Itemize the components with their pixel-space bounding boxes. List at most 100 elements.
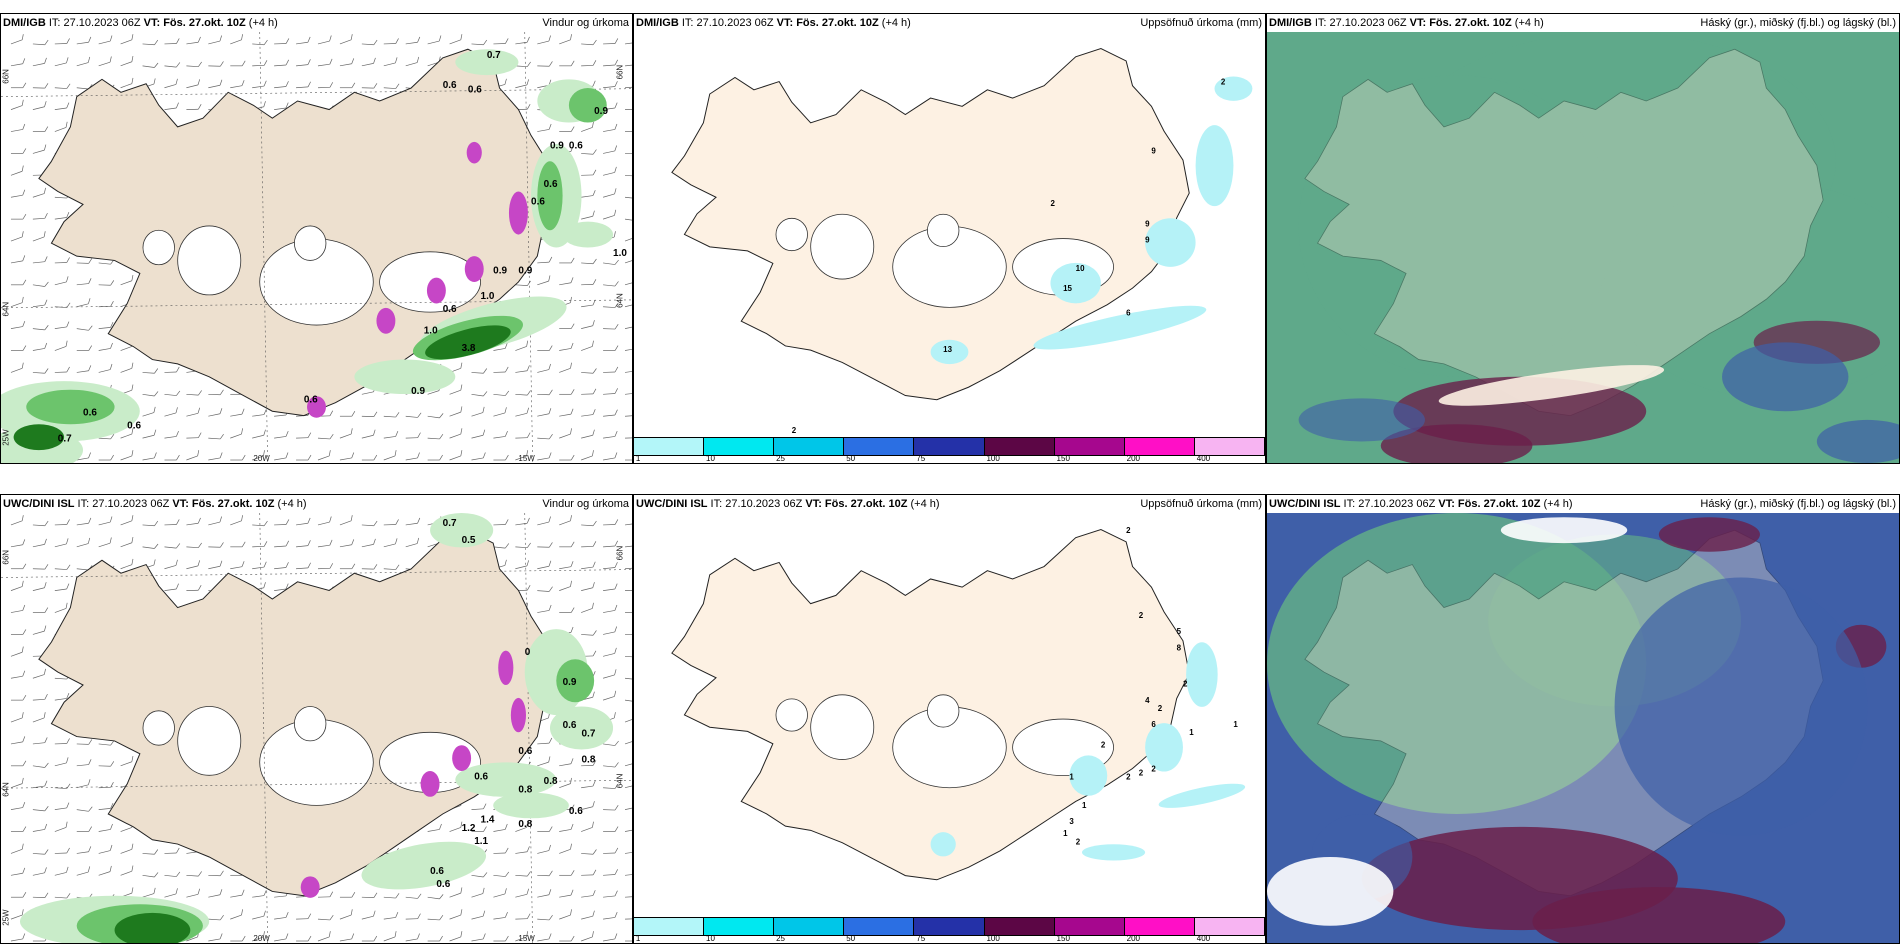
wind-barb-flag xyxy=(548,61,553,67)
wind-barb-staff xyxy=(54,107,67,110)
wind-barb-staff xyxy=(361,915,374,920)
wind-barb-staff xyxy=(493,348,506,351)
wind-barb-flag xyxy=(439,454,443,461)
wind-barb xyxy=(361,935,378,942)
wind-barb-staff xyxy=(603,436,615,439)
wind-barb-flag xyxy=(351,452,355,459)
accum-label: 2 xyxy=(1101,740,1106,749)
wind-barb-staff xyxy=(581,43,594,46)
wind-barb xyxy=(32,342,48,351)
wind-barb xyxy=(383,430,399,439)
wind-barb-flag xyxy=(307,454,312,461)
wind-barb xyxy=(581,39,597,46)
low-cloud xyxy=(1380,424,1533,463)
wind-barb-flag xyxy=(22,213,27,220)
wind-barb xyxy=(339,933,355,942)
wind-barb-staff xyxy=(361,544,374,548)
wind-barb-staff xyxy=(208,894,221,898)
accum-label: 1 xyxy=(1233,720,1238,729)
wind-barb-flag xyxy=(285,519,290,525)
mid-cloud xyxy=(1722,342,1849,412)
wind-barb-flag xyxy=(88,325,93,331)
wind-barb-flag xyxy=(110,782,114,788)
wind-barb xyxy=(317,516,332,526)
wind-barb-staff xyxy=(186,65,199,68)
wind-barb xyxy=(603,626,618,635)
precip-moderate xyxy=(556,659,595,703)
wind-barb-staff xyxy=(142,393,155,397)
wind-barb-flag xyxy=(154,391,159,397)
mid-cloud xyxy=(1614,577,1868,836)
wind-barb xyxy=(515,432,531,439)
wind-barb xyxy=(625,612,632,613)
wind-barb-staff xyxy=(186,893,199,898)
wind-barb-staff xyxy=(252,936,264,942)
wind-barb xyxy=(54,802,70,810)
wind-barb xyxy=(296,81,311,89)
wind-barb-staff xyxy=(515,565,528,570)
wind-barb-staff xyxy=(10,741,23,745)
valid-time: Fös. 27.okt. 10Z xyxy=(160,17,246,29)
wind-barb-flag xyxy=(44,564,49,570)
wind-barb-staff xyxy=(98,850,111,854)
colorbar-swatch xyxy=(1054,438,1125,455)
wind-barb-staff xyxy=(449,827,461,832)
wind-barb-flag xyxy=(66,738,70,744)
wind-barb-staff xyxy=(624,370,632,373)
wind-barb-staff xyxy=(76,457,89,461)
wind-barb-flag xyxy=(22,279,27,286)
wind-barb xyxy=(493,454,509,461)
wind-barb xyxy=(10,99,24,110)
wind-barb xyxy=(603,804,619,811)
wind-barb-staff xyxy=(537,457,550,461)
wind-barb xyxy=(120,865,134,876)
high-cloud xyxy=(1298,75,1615,377)
wind-barb-flag xyxy=(373,411,378,417)
wind-barb xyxy=(625,589,632,591)
wind-barb xyxy=(208,516,222,526)
wind-barb-flag xyxy=(592,760,597,766)
wind-barb-staff xyxy=(230,85,243,89)
wind-barb xyxy=(603,281,619,287)
glacier xyxy=(927,213,960,248)
valid-time-label: VT: xyxy=(776,17,794,29)
wind-barb-staff xyxy=(186,546,199,549)
wind-barb-staff xyxy=(164,84,177,89)
wind-barb xyxy=(230,889,245,898)
wind-barb xyxy=(164,519,180,526)
accum-label: 9 xyxy=(1145,219,1150,228)
wind-barb-staff xyxy=(383,896,396,899)
accum-label: 1 xyxy=(1189,728,1194,737)
wind-barb-staff xyxy=(537,590,550,592)
colorbar-swatch xyxy=(1194,918,1265,935)
precip-label: 0.7 xyxy=(58,433,72,444)
wind-barb xyxy=(405,56,420,67)
wind-barb-flag xyxy=(504,407,507,414)
wind-barb xyxy=(54,893,71,899)
wind-barb-flag xyxy=(263,80,267,87)
wind-barb-staff xyxy=(603,743,615,746)
wind-barb xyxy=(339,515,353,526)
wind-barb-flag xyxy=(570,296,572,303)
colorbar-swatch xyxy=(984,918,1055,935)
wind-barb-staff xyxy=(120,368,132,373)
accum-label: 9 xyxy=(1145,236,1150,245)
wind-barb xyxy=(10,255,26,264)
wind-barb xyxy=(493,935,509,942)
wind-barb-staff xyxy=(274,545,287,548)
wind-barb xyxy=(208,35,222,45)
map-panel-uwc-accum-precip: UWC/DINI ISL IT: 27.10.2023 06Z VT: Fös.… xyxy=(633,494,1266,944)
accum-label: 1 xyxy=(1063,829,1068,838)
wind-barb-flag xyxy=(373,910,376,917)
wind-barb-flag xyxy=(263,582,266,588)
wind-barb-flag xyxy=(417,933,420,940)
wind-barb-flag xyxy=(109,844,113,851)
wind-barb-flag xyxy=(22,694,27,701)
wind-barb-staff xyxy=(624,806,632,810)
accum-precip-area xyxy=(1069,755,1108,796)
accum-precip-area xyxy=(930,832,956,857)
wind-barb-flag xyxy=(570,607,575,613)
glacier xyxy=(775,217,808,252)
wind-barb-flag xyxy=(44,83,49,89)
